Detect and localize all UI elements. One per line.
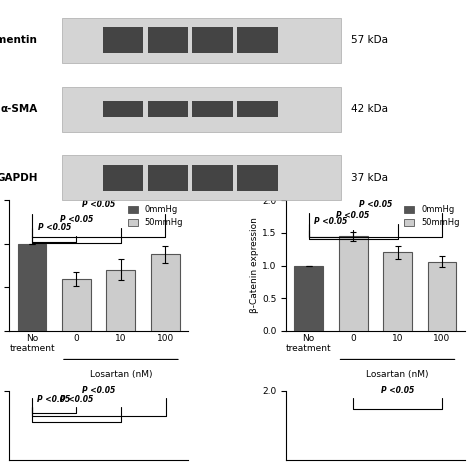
Text: 57 kDa: 57 kDa — [351, 35, 388, 46]
Legend: 0mmHg, 50mmHg: 0mmHg, 50mmHg — [125, 202, 186, 231]
Bar — [151, 254, 180, 331]
Text: P <0.05: P <0.05 — [314, 218, 347, 227]
Text: α-SMA: α-SMA — [0, 104, 38, 114]
Bar — [62, 279, 91, 331]
Bar — [294, 265, 323, 331]
Text: P <0.05: P <0.05 — [82, 386, 115, 395]
Text: P <0.05: P <0.05 — [381, 386, 414, 395]
Bar — [383, 253, 412, 331]
Text: GAPDH: GAPDH — [0, 173, 38, 183]
Text: 42 kDa: 42 kDa — [351, 104, 388, 114]
Text: P <0.05: P <0.05 — [359, 200, 392, 209]
Y-axis label: β-Catenin expression: β-Catenin expression — [250, 218, 259, 313]
Text: P <0.05: P <0.05 — [37, 395, 71, 404]
Bar — [338, 236, 367, 331]
Text: P <0.05: P <0.05 — [60, 395, 93, 404]
Text: Losartan (nM): Losartan (nM) — [366, 370, 429, 379]
Text: Vimentin: Vimentin — [0, 35, 38, 46]
Bar — [18, 244, 46, 331]
Bar — [107, 270, 136, 331]
Text: P <0.05: P <0.05 — [337, 211, 370, 220]
Legend: 0mmHg, 50mmHg: 0mmHg, 50mmHg — [401, 202, 463, 231]
Text: P <0.05: P <0.05 — [60, 215, 93, 224]
Text: 37 kDa: 37 kDa — [351, 173, 388, 183]
Text: Losartan (nM): Losartan (nM) — [90, 370, 152, 379]
Text: P <0.05: P <0.05 — [37, 223, 71, 232]
Bar — [428, 262, 456, 331]
Text: P <0.05: P <0.05 — [82, 200, 115, 209]
